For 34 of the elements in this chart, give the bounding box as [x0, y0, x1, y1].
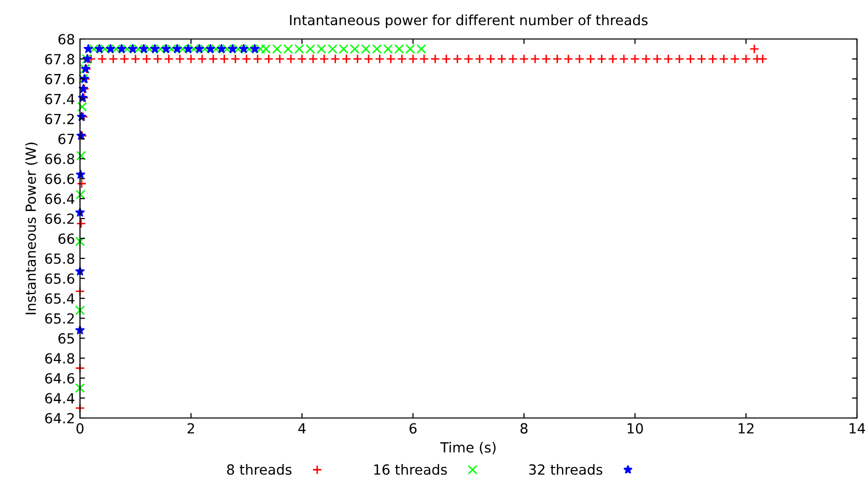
x-tick-label: 4 — [298, 423, 306, 434]
y-tick-label: 65.2 — [45, 313, 74, 324]
legend-label: 16 threads — [374, 464, 447, 475]
y-tick-label: 65 — [58, 333, 74, 344]
y-tick-label: 66.4 — [45, 194, 74, 204]
legend-label: 8 threads — [227, 464, 292, 475]
x-tick-label: 12 — [738, 423, 754, 434]
y-tick-label: 66.8 — [45, 154, 74, 164]
x-tick-label: 10 — [628, 423, 643, 434]
y-axis-title: Instantaneous Power (W) — [25, 142, 38, 314]
x-axis-title: Time (s) — [440, 442, 496, 454]
y-tick-label: 67.8 — [45, 54, 74, 64]
x-tick-label: 8 — [520, 423, 528, 434]
y-tick-label: 67 — [58, 134, 74, 144]
y-tick-label: 67.4 — [45, 94, 74, 104]
y-tick-label: 64.2 — [45, 412, 74, 424]
y-tick-label: 64.6 — [45, 373, 74, 384]
x-tick-label: 6 — [410, 423, 417, 434]
legend-label: 32 threads — [529, 464, 602, 475]
chart-title: Intantaneous power for different number of threads — [290, 14, 648, 28]
y-tick-label: 65.8 — [45, 253, 74, 264]
y-tick-label: 67.2 — [45, 114, 74, 124]
y-tick-label: 66 — [58, 233, 74, 244]
y-tick-label: 66.6 — [45, 174, 74, 184]
y-tick-label: 66.2 — [45, 213, 74, 224]
y-tick-label: 65.6 — [45, 273, 74, 284]
y-tick-label: 65.4 — [45, 293, 74, 304]
y-tick-label: 64.4 — [45, 393, 74, 404]
y-tick-label: 68 — [58, 34, 74, 44]
y-tick-label: 64.8 — [45, 353, 74, 364]
x-tick-label: 2 — [188, 423, 194, 434]
x-tick-label: 14 — [850, 423, 866, 434]
x-tick-label: 0 — [76, 423, 84, 434]
y-tick-label: 67.6 — [45, 74, 74, 84]
